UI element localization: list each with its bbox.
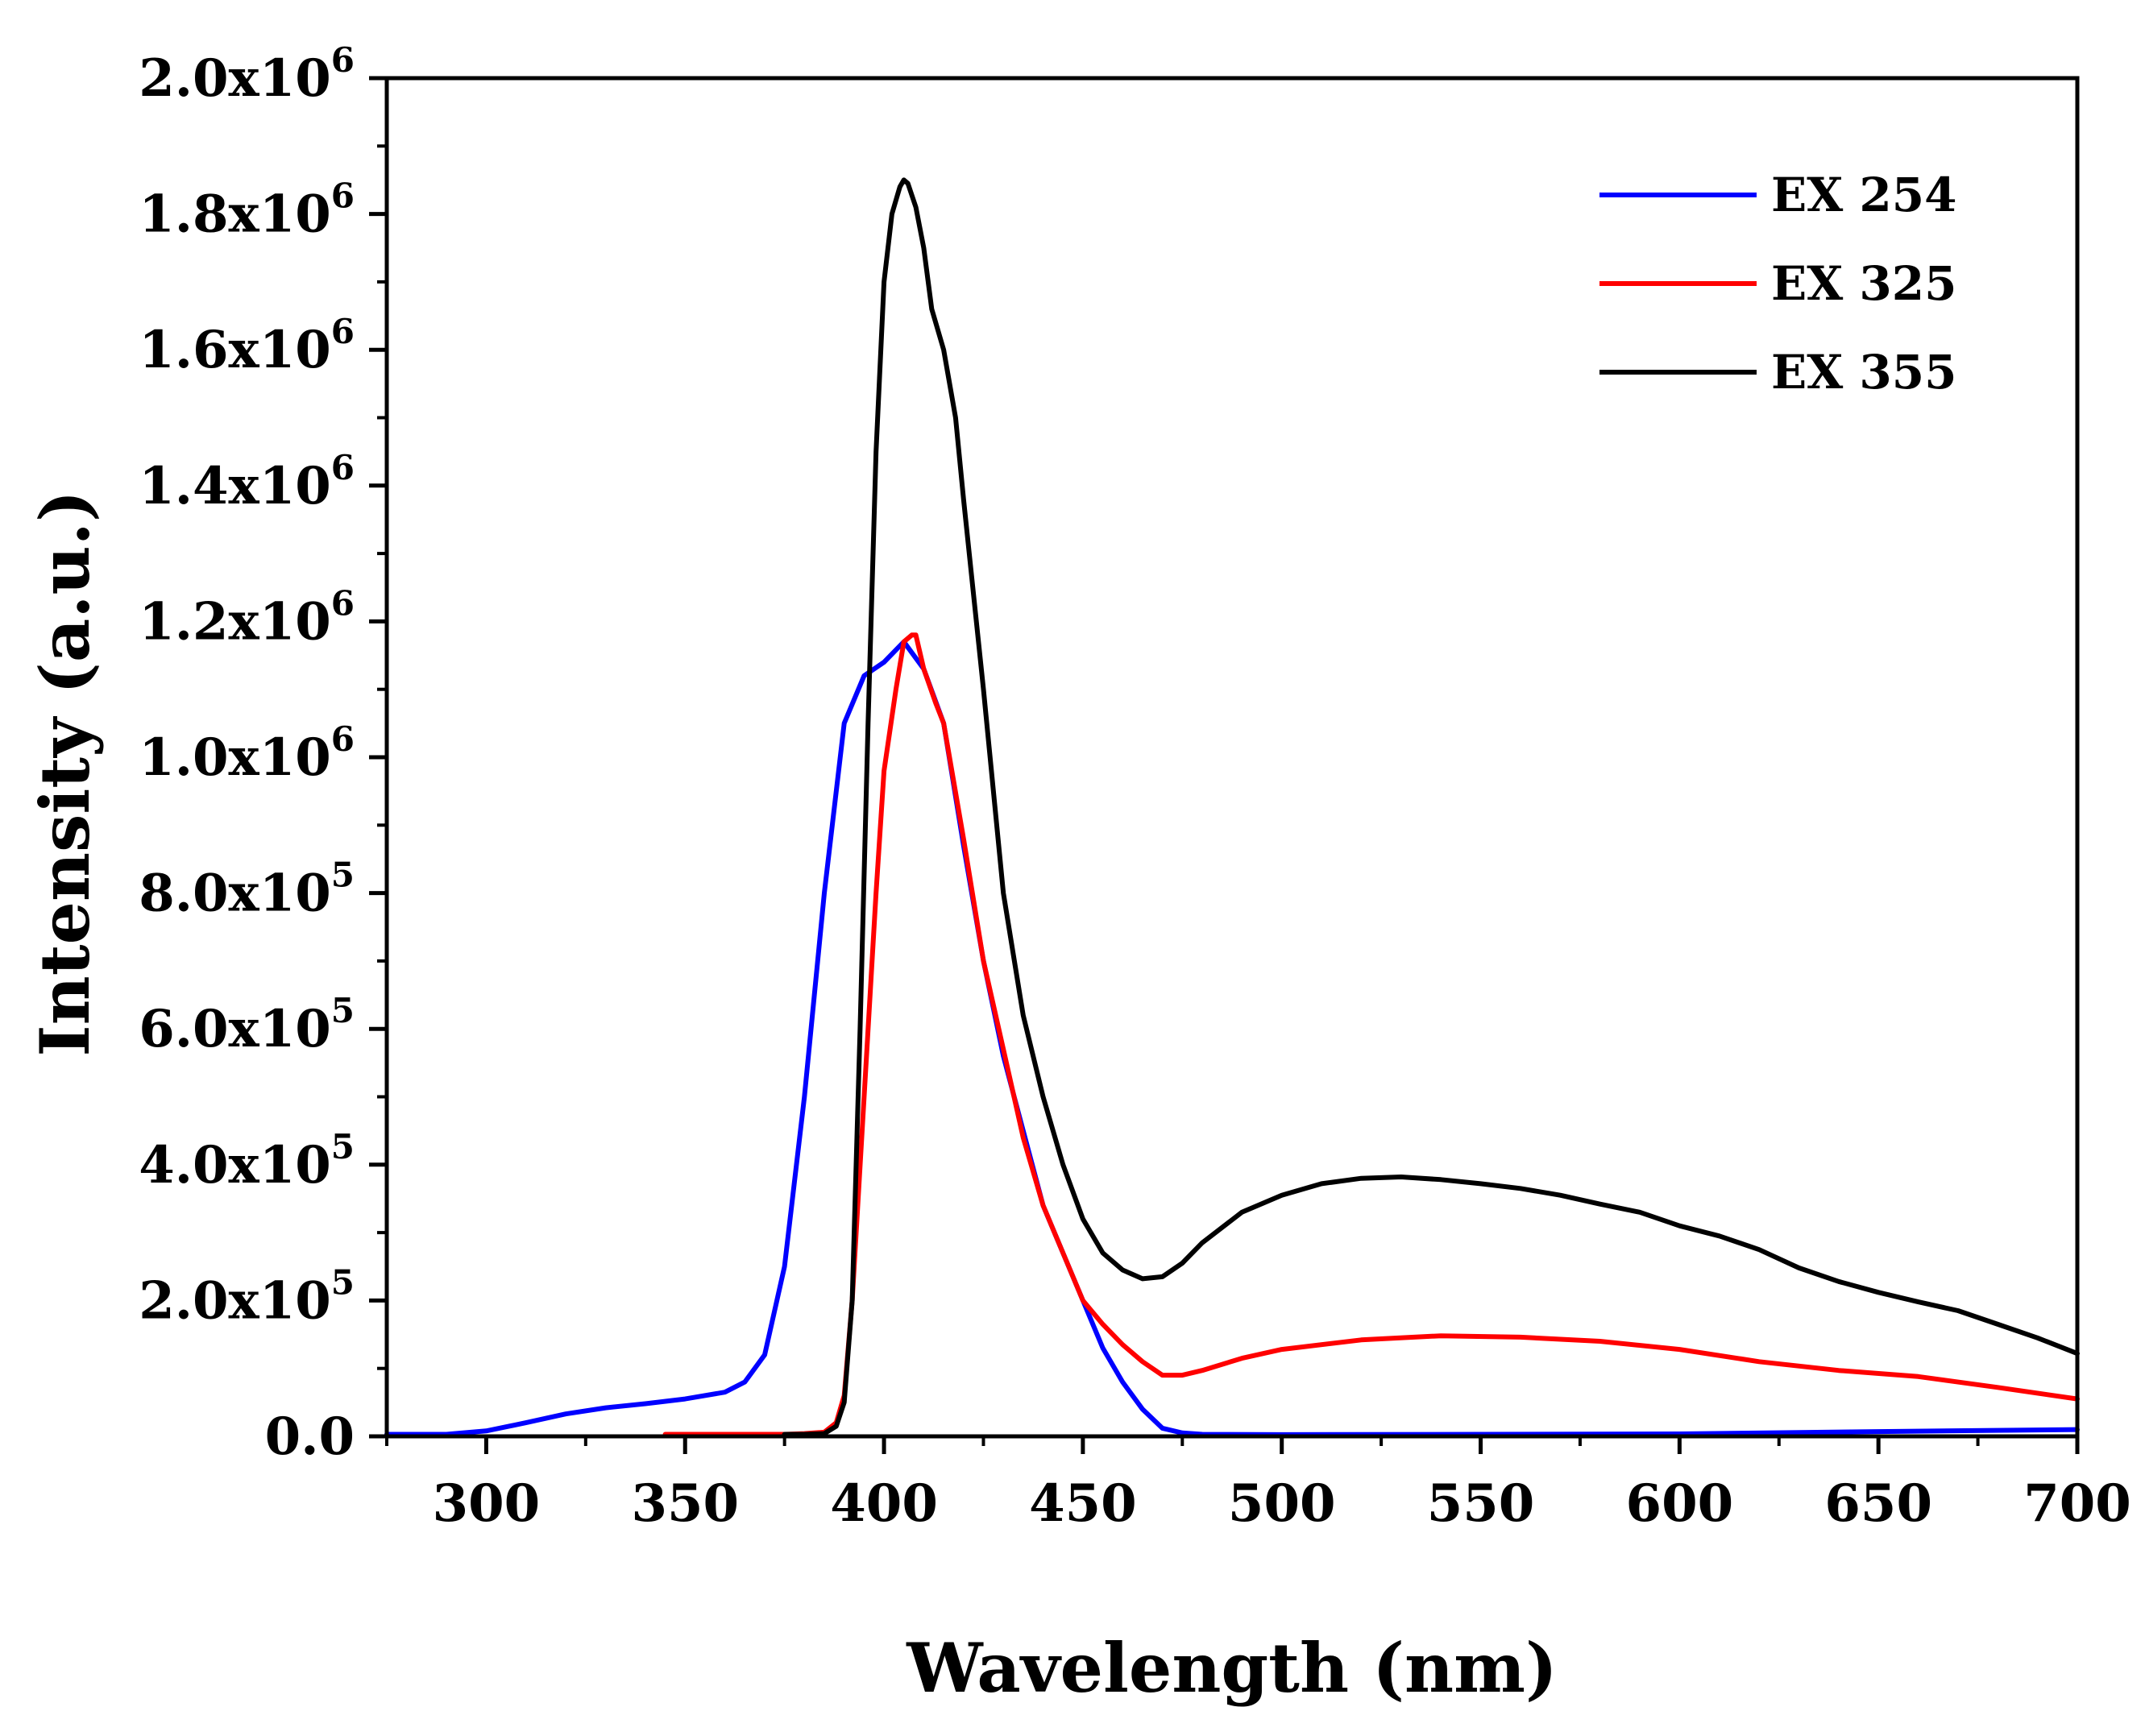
legend: EX 254 EX 325 EX 355 — [1599, 168, 1956, 400]
y-tick-label: 1.2x106 — [139, 583, 355, 652]
series-line-ex-355 — [782, 177, 2080, 1437]
series-layer — [384, 177, 2080, 1437]
y-tick-label: 1.8x106 — [139, 176, 355, 245]
y-tick-label: 4.0x105 — [139, 1127, 355, 1195]
y-tick-label: 8.0x105 — [139, 856, 355, 924]
x-tick-label: 700 — [2023, 1473, 2131, 1534]
y-tick-label: 2.0x105 — [139, 1262, 355, 1331]
legend-label: EX 254 — [1771, 168, 1956, 222]
y-tick-label: 1.0x106 — [139, 719, 355, 788]
legend-label: EX 325 — [1771, 256, 1956, 311]
y-tick-label: 2.0x106 — [139, 40, 355, 109]
x-tick-label: 500 — [1228, 1473, 1336, 1534]
x-tick-label: 550 — [1427, 1473, 1535, 1534]
x-axis-title: Wavelength (nm) — [906, 1628, 1557, 1708]
y-tick-label: 1.4x106 — [139, 448, 355, 516]
y-axis-title: Intensity (a.u.) — [25, 490, 105, 1056]
y-tick-label: 6.0x105 — [139, 991, 355, 1059]
series-line-ex-325 — [662, 632, 2080, 1437]
y-axis: 0.0 2.0x105 4.0x105 6.0x105 8.0x105 1.0x106 1.… — [139, 40, 387, 1467]
x-tick-label: 400 — [830, 1473, 938, 1534]
series-line-ex-254 — [384, 639, 2080, 1437]
x-axis: 300 350 400 450 500 550 600 650 700 — [385, 1436, 2131, 1534]
x-tick-label: 650 — [1824, 1473, 1932, 1534]
y-tick-label: 0.0 — [265, 1407, 355, 1467]
x-tick-label: 600 — [1626, 1473, 1734, 1534]
y-tick-label: 1.6x106 — [139, 312, 355, 380]
x-tick-label: 450 — [1029, 1473, 1137, 1534]
x-tick-label: 300 — [433, 1473, 541, 1534]
legend-label: EX 355 — [1771, 345, 1956, 400]
x-tick-label: 350 — [631, 1473, 739, 1534]
